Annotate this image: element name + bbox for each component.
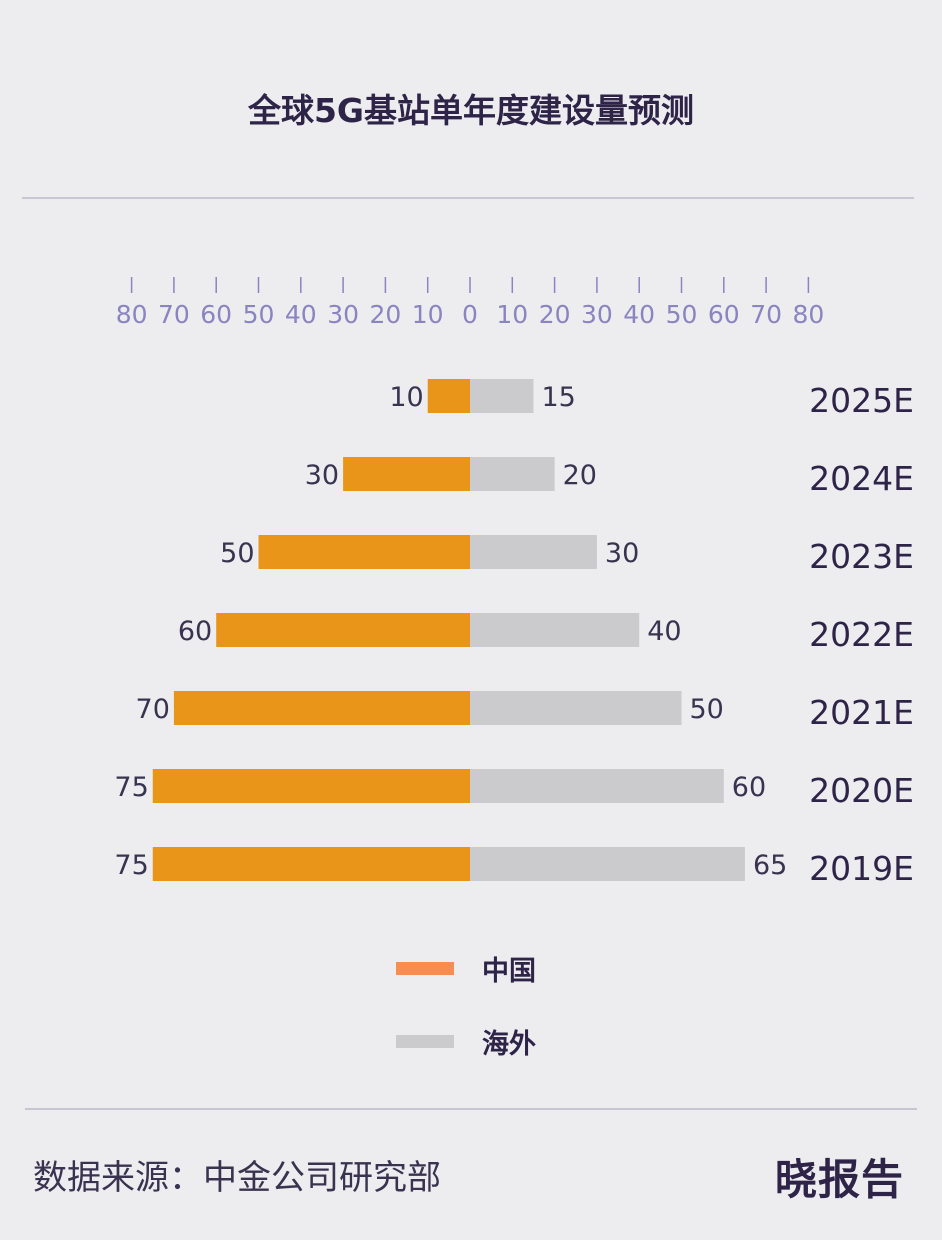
title-divider [22,197,914,199]
legend-label-china: 中国 [482,955,536,987]
brand-logo: 晓报告 [774,1155,904,1204]
axis-tick-label: 50 [666,300,698,329]
bar-overseas [470,847,745,881]
data-label-overseas: 15 [541,382,575,413]
chart-title: 全球5G基站单年度建设量预测 [247,91,695,130]
data-label-china: 30 [305,460,339,491]
axis-tick-label: 10 [496,300,528,329]
bar-china [152,769,470,803]
axis-tick-label: 0 [462,300,478,329]
axis-tick-label: 60 [708,300,740,329]
category-label: 2021E [809,693,914,732]
axis-tick-label: 20 [369,300,401,329]
category-label: 2024E [809,459,914,498]
category-label: 2020E [809,771,914,810]
data-label-china: 50 [220,538,254,569]
bar-china [427,379,470,413]
legend-swatch-overseas [396,1034,454,1048]
data-label-china: 70 [136,694,170,725]
category-label: 2025E [809,381,914,420]
data-label-overseas: 50 [690,694,724,725]
legend-item-overseas: 海外 [396,1021,536,1061]
axis-tick-label: 70 [158,300,190,329]
bar-overseas [470,535,597,569]
axis-tick-label: 10 [412,300,444,329]
data-label-china: 10 [389,382,423,413]
legend-swatch-china [396,961,454,975]
bar-china [343,457,470,491]
bar-china [258,535,470,569]
data-label-china: 60 [178,616,212,647]
bar-china [152,847,470,881]
data-label-overseas: 40 [647,616,681,647]
bar-china [216,613,470,647]
axis-tick-label: 80 [116,300,148,329]
footer-divider [25,1108,917,1110]
category-label: 2019E [809,849,914,888]
data-label-overseas: 30 [605,538,639,569]
bar-overseas [470,769,724,803]
data-label-china: 75 [114,850,148,881]
axis-tick-label: 70 [750,300,782,329]
axis-tick-label: 40 [623,300,655,329]
axis-tick-label: 30 [327,300,359,329]
bar-overseas [470,691,682,725]
data-label-overseas: 60 [732,772,766,803]
legend-item-china: 中国 [396,948,536,988]
axis-tick-label: 30 [581,300,613,329]
category-label: 2022E [809,615,914,654]
legend-label-overseas: 海外 [482,1028,536,1060]
axis-tick-label: 40 [285,300,317,329]
source-note: 数据来源：中金公司研究部 [33,1158,441,1198]
axis-tick-label: 50 [243,300,275,329]
data-label-overseas: 20 [563,460,597,491]
bar-china [173,691,470,725]
axis-tick-label: 60 [200,300,232,329]
bar-overseas [470,457,555,491]
axis-tick-label: 20 [539,300,571,329]
axis-tick-label: 80 [792,300,824,329]
data-label-overseas: 65 [753,850,787,881]
bar-overseas [470,379,534,413]
category-label: 2023E [809,537,914,576]
bar-overseas [470,613,640,647]
data-label-china: 75 [114,772,148,803]
